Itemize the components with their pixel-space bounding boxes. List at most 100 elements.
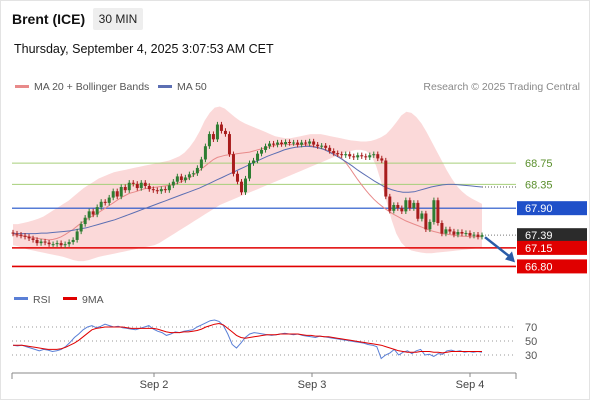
candle [420,210,424,222]
candle-body [412,202,416,209]
candle-body [83,217,87,225]
candle [412,200,416,211]
candle-body [260,149,264,154]
x-tick-label: Sep 3 [298,379,327,391]
rsi-tick-label: 70 [525,322,537,334]
candle [440,220,444,237]
candle-body [312,141,316,145]
ma20-line [12,143,482,241]
rsi-ma-line [13,322,482,354]
candle [264,143,268,153]
candles-layer [11,121,484,248]
candle [356,152,360,160]
support-tag [517,259,587,274]
candle [47,239,51,247]
candle [368,152,372,160]
candle-body [243,178,247,193]
candle [123,184,127,193]
candle-body [372,154,376,156]
candle-body [163,189,167,191]
candle-body [344,154,348,156]
candle [388,193,392,214]
candle-body [268,143,272,147]
candle-body [231,154,235,174]
candle [167,182,171,193]
rsi-tick-label: 50 [525,336,537,348]
candle [456,229,460,238]
forecast-arrow-head [505,251,515,263]
candle-body [428,221,432,230]
header-bar: Brent (ICE) 30 MIN [1,1,589,37]
candle [11,229,15,237]
candle [312,138,316,148]
candle [320,143,324,149]
candle [55,240,59,247]
pivot-label: 67.90 [525,203,553,215]
candle [384,157,388,200]
candle [215,121,219,142]
candle-body [300,142,304,145]
candle [376,151,380,162]
bollinger-band-layer [13,106,482,262]
timeframe-button[interactable]: 30 MIN [93,8,143,30]
candle [448,226,452,235]
candle [243,175,247,195]
candle [163,186,167,193]
candle-body [203,146,207,160]
last-price-tag [517,228,587,243]
candle-body [15,233,19,235]
support-label: 66.80 [525,261,553,273]
candle [27,234,31,241]
moving-averages-layer [12,143,516,241]
candle [207,131,211,149]
candle [296,139,300,148]
resistance-label: 68.75 [525,158,553,170]
candle-body [35,239,39,244]
candle-body [187,174,191,178]
candle [155,187,159,194]
candle-body [328,147,332,151]
candle [43,238,47,246]
candle [272,140,276,148]
candle [131,180,135,187]
candle-body [115,191,119,197]
candle-body [95,207,99,215]
candle [67,239,71,247]
candle [199,156,203,171]
candle-body [235,173,239,182]
candle-body [11,232,15,234]
candle-body [139,182,143,189]
candle-body [424,213,428,230]
candle [111,188,115,201]
candle [432,197,436,225]
candle-body [207,134,211,147]
candle-body [31,238,35,240]
candle-body [55,243,59,245]
candle-body [276,142,280,145]
candle-body [440,223,444,234]
candle [103,199,107,206]
candle-body [452,231,456,235]
candle-body [364,156,368,158]
candle-body [320,145,324,147]
rsi-ma-legend-swatch [63,297,77,300]
candle-body [123,187,127,191]
datetime-label: Thursday, September 4, 2025 3:07:53 AM C… [14,42,274,56]
candle [276,139,280,148]
candle [396,202,400,211]
candle [159,186,163,194]
candle-body [215,124,219,140]
candle [344,151,348,158]
candle-body [456,232,460,235]
candle [360,152,364,159]
candle-body [380,158,384,161]
candle-body [348,154,352,157]
candle [19,232,23,239]
candle [239,179,243,195]
candle-body [376,154,380,159]
candle [219,121,223,134]
candle [252,157,256,166]
candle [304,139,308,147]
x-tick-label: Sep 2 [140,379,169,391]
